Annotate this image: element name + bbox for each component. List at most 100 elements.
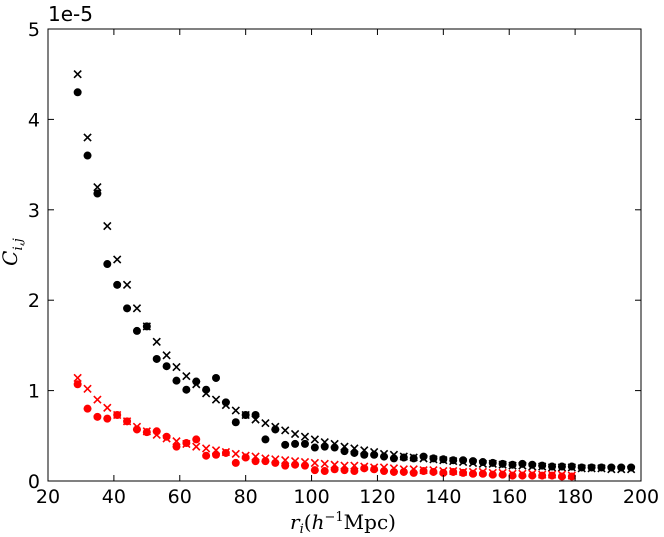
data-point <box>221 400 231 410</box>
x-tick-label: 80 <box>234 486 258 508</box>
data-point <box>103 221 112 231</box>
data-point <box>379 449 389 459</box>
data-point <box>152 430 161 440</box>
data-point <box>182 439 191 449</box>
data-point <box>320 437 329 447</box>
x-tick-label: 160 <box>491 486 527 508</box>
data-point <box>478 467 488 477</box>
data-point <box>508 469 517 478</box>
data-point <box>330 460 339 469</box>
data-point <box>468 458 478 468</box>
data-point <box>617 463 626 472</box>
data-point <box>172 437 181 446</box>
data-point <box>182 371 191 381</box>
data-point <box>320 459 329 468</box>
data-point <box>73 88 82 97</box>
x-tick-label: 180 <box>557 486 593 508</box>
data-point <box>449 456 458 466</box>
data-point <box>458 457 468 467</box>
data-point <box>468 469 477 478</box>
data-point <box>518 471 527 480</box>
data-point <box>310 466 319 475</box>
data-point <box>449 466 458 476</box>
data-point <box>340 442 349 451</box>
data-point <box>192 380 201 389</box>
data-point <box>488 459 497 468</box>
data-point <box>528 469 537 478</box>
x-tick-label: 40 <box>102 486 126 508</box>
data-point <box>458 467 468 477</box>
data-point <box>399 452 408 461</box>
data-point <box>281 440 290 449</box>
data-point <box>488 468 497 478</box>
data-point <box>212 373 221 382</box>
data-point <box>290 429 300 439</box>
data-point <box>409 465 418 474</box>
series-3 <box>73 373 576 480</box>
data-point <box>211 395 221 404</box>
data-point <box>538 462 547 471</box>
data-point <box>478 469 487 478</box>
data-point <box>192 435 201 444</box>
data-point <box>627 463 636 472</box>
data-point <box>557 470 567 479</box>
data-point <box>142 427 151 436</box>
data-point <box>142 322 151 331</box>
data-point <box>172 376 181 385</box>
data-point <box>439 456 448 465</box>
data-point <box>488 470 497 479</box>
data-point <box>73 380 82 389</box>
data-point <box>389 464 399 473</box>
data-point <box>132 422 142 431</box>
data-point <box>152 337 161 346</box>
y-axis-label: Ci,j <box>0 238 26 266</box>
data-point <box>528 460 537 469</box>
data-point <box>547 470 557 479</box>
data-point <box>152 354 161 363</box>
data-point <box>350 467 359 476</box>
data-point <box>369 463 379 472</box>
data-point <box>192 377 201 386</box>
data-point <box>103 260 112 269</box>
data-point <box>211 446 221 455</box>
data-point <box>93 395 102 404</box>
data-point <box>389 450 399 459</box>
data-point <box>518 459 527 468</box>
data-point <box>587 464 596 473</box>
data-point <box>567 463 576 472</box>
data-point <box>557 463 567 472</box>
data-point <box>122 280 132 289</box>
data-point <box>93 412 102 421</box>
data-point <box>271 425 280 434</box>
data-point <box>132 425 141 434</box>
y-tick-label: 1 <box>28 381 40 403</box>
y-tick-label: 5 <box>28 19 40 41</box>
y-tick-label: 4 <box>28 109 40 131</box>
data-point <box>607 463 616 472</box>
data-point <box>300 439 309 448</box>
data-point <box>498 460 507 469</box>
x-axis-label: ri(h−1Mpc) <box>290 510 396 537</box>
data-point <box>221 398 230 407</box>
data-point <box>538 470 547 479</box>
data-point <box>498 468 507 478</box>
x-tick-label: 200 <box>623 486 659 508</box>
data-point <box>468 467 478 477</box>
data-point <box>103 403 112 412</box>
data-point <box>83 133 92 142</box>
data-point <box>281 461 290 470</box>
data-point <box>201 444 211 453</box>
data-point <box>468 457 477 466</box>
data-point <box>478 458 487 467</box>
data-point <box>478 459 488 468</box>
data-point <box>607 465 616 474</box>
data-point <box>380 452 389 461</box>
axes: 20 40 60 80 100 120 140 160 180 200 0 1 2 3 4 5 <box>28 19 659 508</box>
data-point <box>350 461 359 470</box>
data-point <box>113 255 122 264</box>
data-point <box>281 456 290 465</box>
data-point <box>360 464 369 473</box>
data-point <box>429 465 438 475</box>
data-point <box>369 447 379 457</box>
